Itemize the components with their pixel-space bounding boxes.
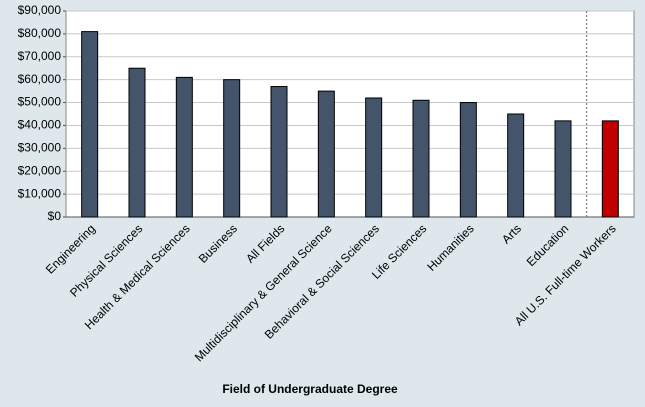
y-tick-label: $60,000 [18, 72, 62, 86]
y-tick-label: $0 [48, 209, 62, 223]
y-tick-label: $80,000 [18, 26, 62, 40]
y-tick-label: $70,000 [18, 49, 62, 63]
y-tick-label: $40,000 [18, 118, 62, 132]
bar [365, 97, 383, 218]
bar [459, 102, 477, 218]
bar [412, 99, 430, 218]
bar [317, 90, 335, 218]
y-tick-label: $30,000 [18, 141, 62, 155]
bar [270, 86, 288, 218]
y-tick-label: $10,000 [18, 186, 62, 200]
bar [175, 76, 193, 218]
bar [601, 120, 619, 218]
x-axis-label: Field of Undergraduate Degree [222, 382, 398, 396]
bar [507, 113, 525, 218]
plot-area [65, 10, 635, 218]
bar [554, 120, 572, 218]
y-tick-label: $90,000 [18, 3, 62, 17]
bar [128, 67, 146, 218]
bar [81, 31, 99, 218]
y-tick-label: $50,000 [18, 95, 62, 109]
y-tick-label: $20,000 [18, 163, 62, 177]
bar [223, 79, 241, 218]
